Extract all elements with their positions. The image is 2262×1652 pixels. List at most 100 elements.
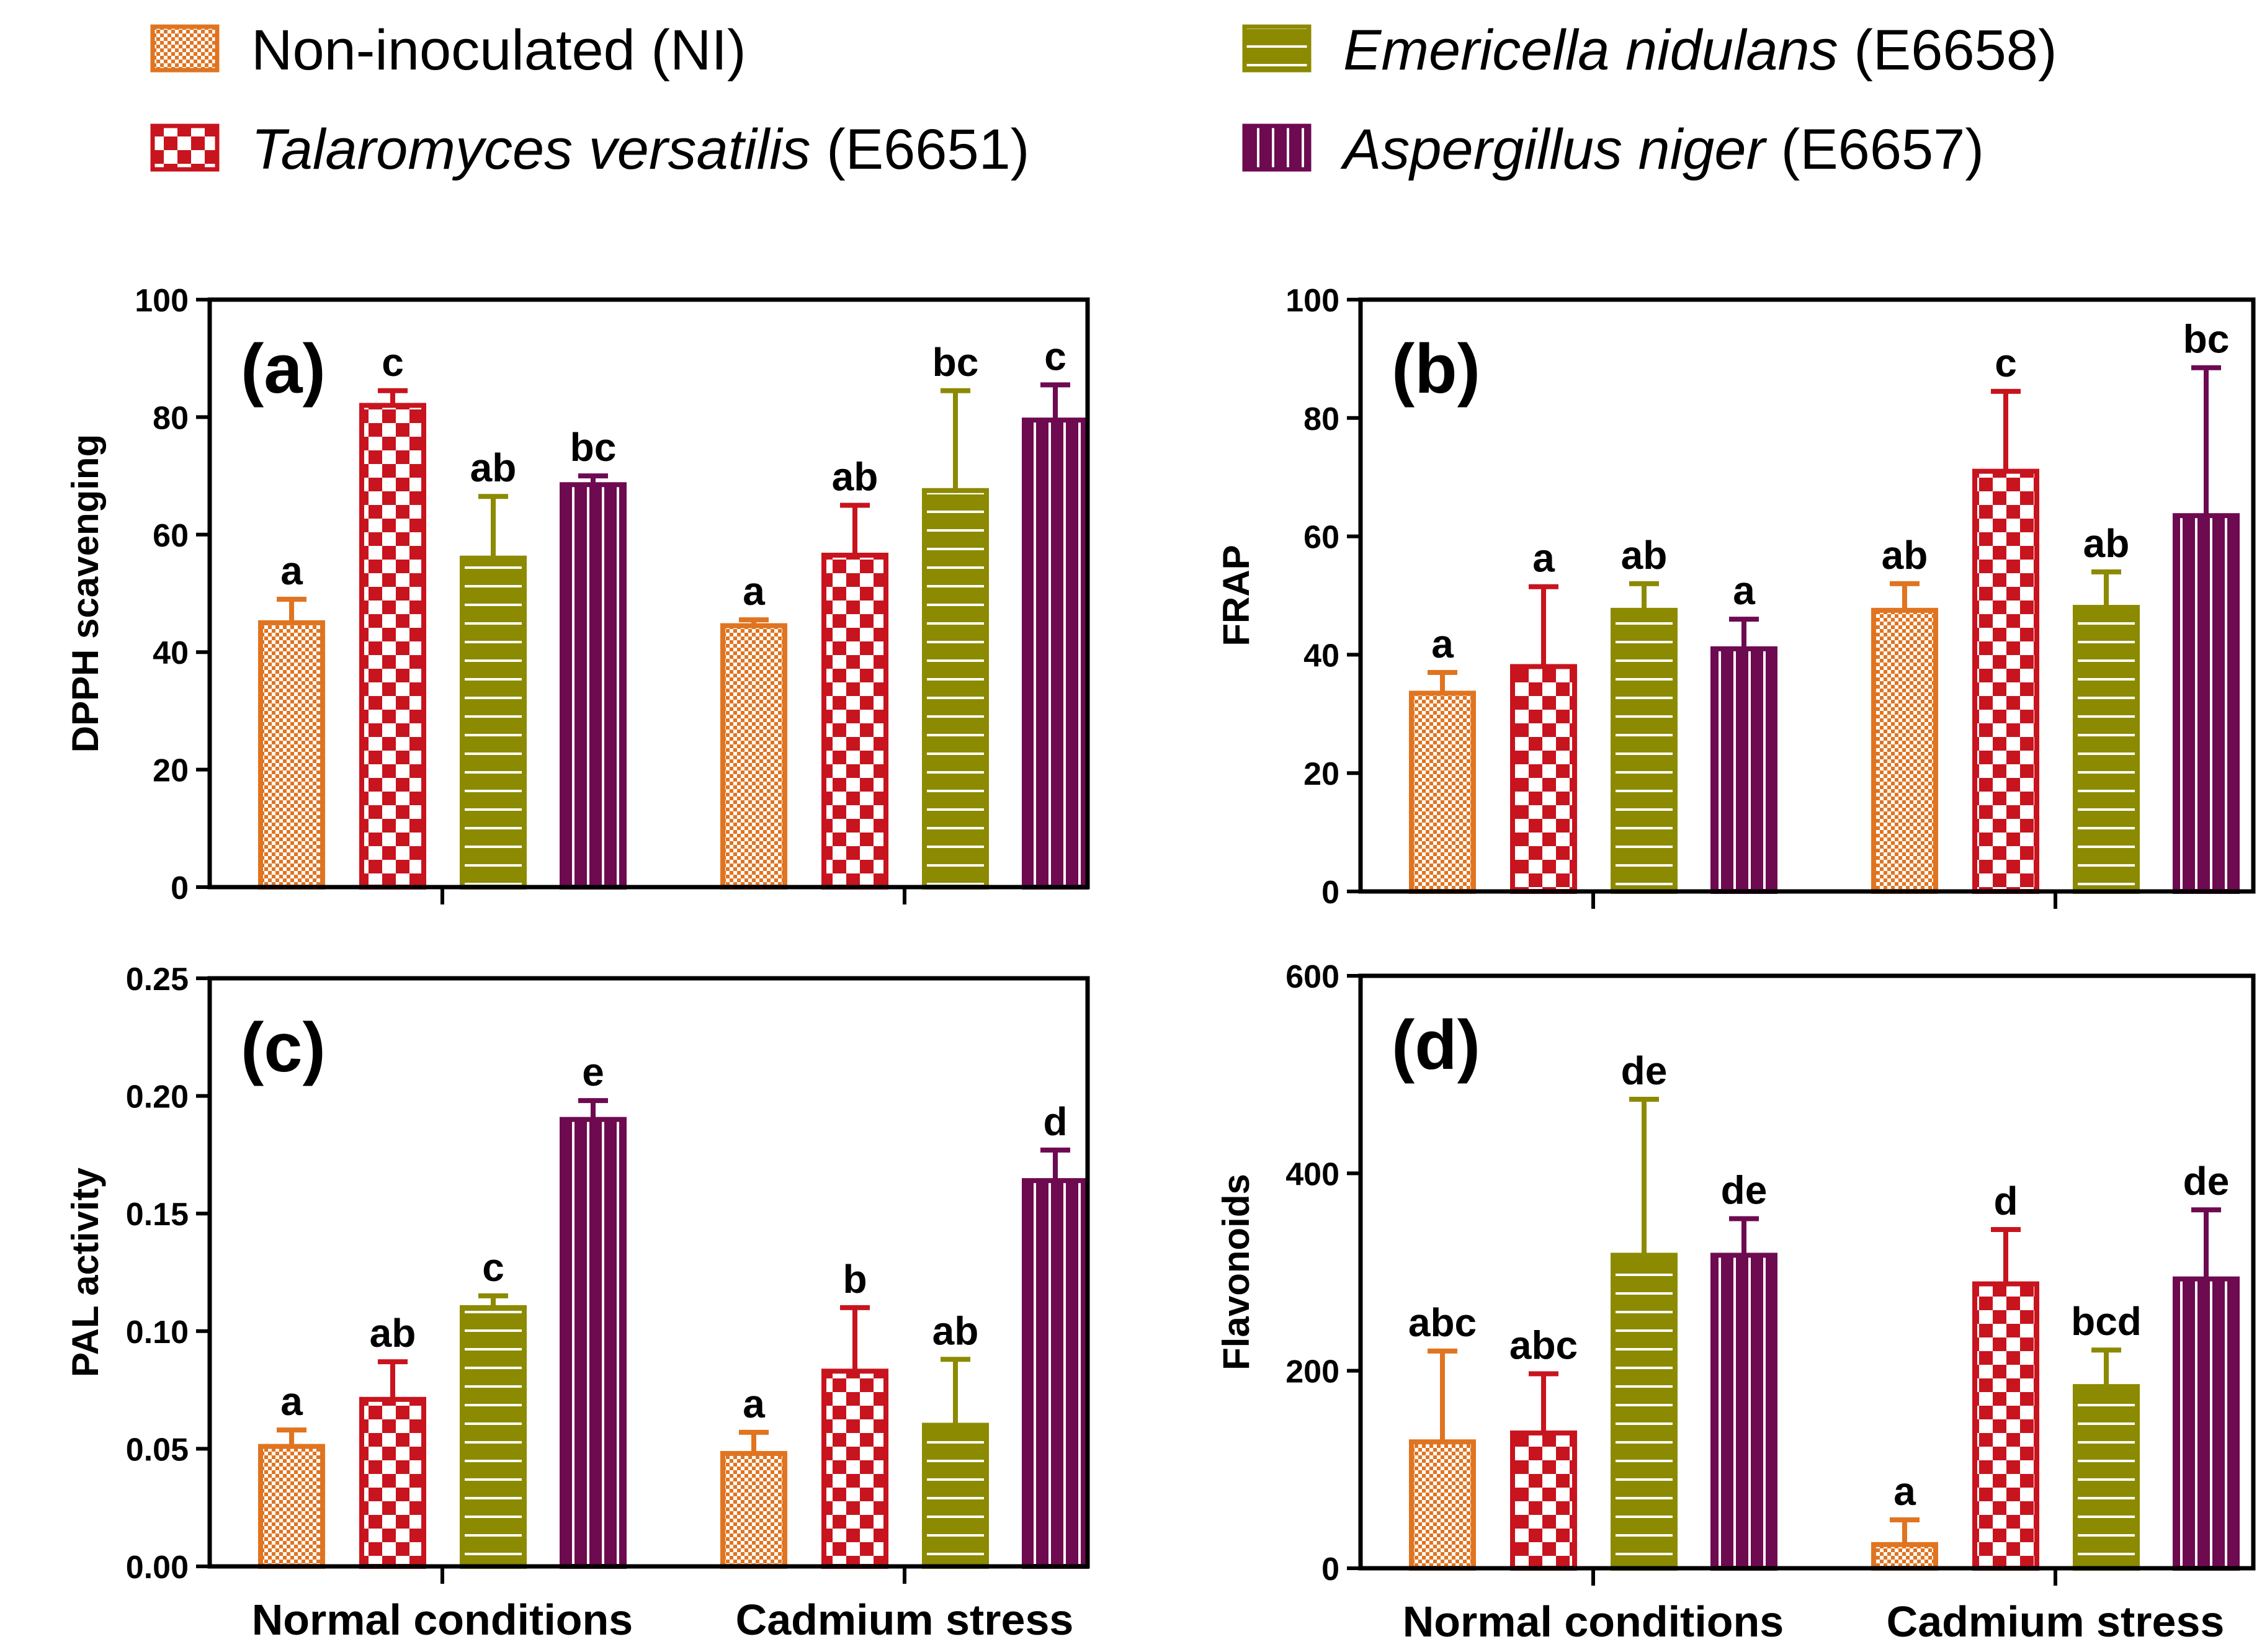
legend-label-NI: Non-inoculated (NI) [251,19,746,82]
bar-E6657-1 [2173,1276,2240,1571]
sig-letter-E6651-1: ab [832,454,878,499]
bar-E6658-1 [922,1422,989,1569]
y-tick-label: 20 [1303,756,1339,792]
legend-name-NI: Non-inoculated [251,19,635,82]
panel-label: (c) [241,1009,326,1086]
panel-label: (a) [241,330,326,408]
sig-letter-E6658-1: ab [932,1308,979,1353]
panel-a-dpph-chart: a a c ab ab bc bc c 0 20 40 60 80 100 DPPH scavenging (… [65,283,1090,906]
plot-frame [207,297,1090,890]
x-category-label: Normal conditions [1403,1597,1784,1646]
x-category-label: Cadmium stress [1887,1597,2225,1646]
bar-E6658-0 [1611,1252,1678,1571]
y-tick-label: 0.00 [126,1550,189,1586]
sig-letter-E6657-1: d [1043,1099,1067,1144]
sig-letter-NI-1: a [1893,1469,1916,1514]
bar-E6658-1 [2073,605,2140,895]
y-tick-label: 100 [1285,283,1339,319]
bar-E6651-0 [1510,664,1577,894]
plot-frame [1358,973,2256,1571]
bar-E6657-0 [1710,646,1777,894]
bar-E6658-0 [1611,607,1678,894]
y-axis-title: Flavonoids [1215,1174,1257,1370]
legend-name-E6657: Aspergillus niger [1340,118,1767,181]
bar-E6651-1 [821,1368,888,1569]
legend-code-NI: (NI) [635,19,746,82]
bar-E6657-0 [1710,1252,1777,1571]
legend-label-E6658: Emericella nidulans (E6658) [1343,19,2057,82]
bar-NI-1 [1871,1542,1938,1571]
sig-letter-E6658-0: ab [1621,533,1668,578]
y-tick-label: 40 [153,635,189,671]
legend-name-E6651: Talaromyces versatilis [251,118,811,181]
y-tick-label: 0.25 [126,962,189,998]
y-tick-label: 0 [171,870,189,906]
y-tick-label: 0.15 [126,1197,189,1233]
sig-letter-E6657-1: de [2183,1159,2230,1203]
sig-letter-E6657-1: c [1044,334,1066,378]
bar-E6651-1 [1972,468,2039,894]
bar-E6657-0 [560,1117,627,1569]
sig-letter-E6651-1: b [843,1257,867,1302]
bar-E6657-0 [560,482,627,890]
y-axis-title: PAL activity [65,1167,106,1377]
y-tick-label: 0.05 [126,1432,189,1468]
y-axis-title: FRAP [1215,545,1257,646]
bar-NI-0 [1409,690,1476,895]
sig-letter-E6657-0: bc [570,425,617,470]
sig-letter-E6657-0: a [1733,568,1755,613]
sig-letter-E6651-0: ab [370,1311,416,1355]
y-tick-label: 0.20 [126,1079,189,1115]
bar-E6657-1 [1022,417,1089,890]
sig-letter-NI-0: abc [1408,1300,1477,1345]
panel-c-pal-chart: a a ab b c ab e d 0.00 0.05 0.10 0.15 0.20 0.25 Normal… [65,962,1090,1644]
bar-NI-0 [258,1444,325,1569]
legend-swatch-E6657 [1242,123,1312,172]
y-axis-title: DPPH scavenging [65,434,106,753]
legend-code-E6658: (E6658) [1838,19,2057,82]
sig-letter-E6658-0: ab [470,445,517,490]
legend-label-E6651: Talaromyces versatilis (E6651) [251,118,1029,181]
bar-E6657-1 [2173,513,2240,894]
bar-E6658-1 [2073,1384,2140,1571]
sig-letter-E6651-0: abc [1509,1323,1578,1367]
bar-E6658-1 [922,488,989,890]
y-tick-label: 600 [1285,959,1339,995]
sig-letter-E6658-1: ab [2083,521,2130,566]
legend-code-E6657: (E6657) [1765,118,1984,181]
legend: Non-inoculated (NI) Emericella nidulans (… [150,19,2057,181]
bar-E6658-0 [460,555,527,890]
sig-letter-NI-1: a [743,569,765,614]
sig-letter-E6651-0: a [1532,536,1555,581]
legend-label-E6657: Aspergillus niger (E6657) [1340,118,1984,181]
y-tick-label: 0.10 [126,1315,189,1351]
plot-frame [207,976,1090,1569]
panel-label: (b) [1392,330,1480,408]
y-tick-label: 20 [153,753,189,789]
sig-letter-E6658-1: bc [932,340,979,385]
legend-swatch-NI [150,24,220,73]
bar-NI-0 [258,620,325,890]
y-tick-label: 0 [1321,875,1339,911]
bar-NI-1 [720,1450,787,1569]
legend-code-E6651: (E6651) [811,118,1030,181]
sig-letter-E6657-0: e [582,1050,604,1094]
bar-E6651-1 [821,552,888,890]
panel-b-frap-chart: a ab a c ab ab a bc 0 20 40 60 80 100 FRAP (b) [1215,283,2256,911]
y-tick-label: 100 [135,283,189,319]
sig-letter-E6658-0: de [1621,1048,1668,1093]
y-tick-label: 80 [153,400,189,436]
bar-NI-1 [720,623,787,890]
y-tick-label: 0 [1321,1552,1339,1587]
sig-letter-NI-0: a [1431,622,1454,666]
bar-E6651-0 [359,1396,426,1569]
y-tick-label: 400 [1285,1156,1339,1192]
y-tick-label: 60 [153,518,189,554]
sig-letter-E6658-0: c [482,1245,504,1290]
y-tick-label: 40 [1303,638,1339,674]
sig-letter-NI-0: a [280,1379,303,1424]
y-tick-label: 200 [1285,1354,1339,1390]
panel-d-flavonoids-chart: abc a abc d de bcd de de 0 200 400 600 Normal condit… [1215,959,2256,1646]
bar-E6651-0 [1510,1430,1577,1571]
